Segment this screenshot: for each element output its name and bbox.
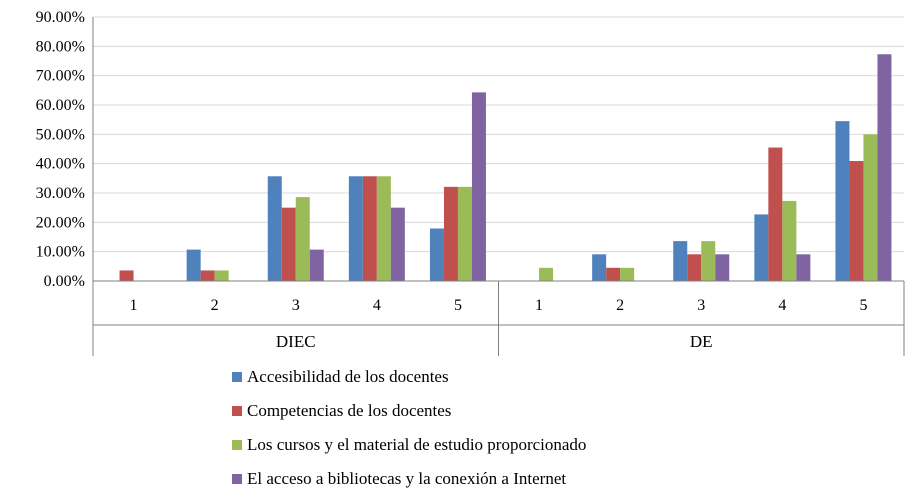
legend-swatch [232, 474, 242, 484]
bar [471, 92, 486, 282]
legend: Accesibilidad de los docentes Competencia… [232, 367, 586, 488]
bar [606, 267, 621, 281]
bar [362, 176, 377, 281]
bar [539, 267, 554, 281]
group-label: DIEC [276, 332, 316, 351]
category-label: 4 [373, 297, 381, 314]
category-label: 5 [859, 297, 867, 314]
category-label: 5 [454, 297, 462, 314]
bar [782, 200, 797, 281]
bars [119, 54, 892, 282]
legend-swatch [232, 440, 242, 450]
bar [295, 197, 310, 281]
bar [673, 241, 688, 281]
bar [281, 207, 296, 281]
gridlines [93, 16, 904, 282]
y-tick-label: 60.00% [36, 97, 85, 114]
bar [348, 176, 363, 281]
bar [715, 254, 730, 281]
legend-swatch [232, 372, 242, 382]
legend-label: Los cursos y el material de estudio prop… [247, 435, 586, 454]
bar [200, 270, 215, 281]
category-label: 1 [535, 297, 543, 314]
group-label: DE [690, 332, 713, 351]
bar [457, 186, 472, 281]
bar [267, 176, 282, 281]
bar [849, 161, 864, 281]
bar [592, 254, 607, 281]
category-label: 4 [778, 297, 786, 314]
y-tick-label: 50.00% [36, 126, 85, 143]
legend-swatch [232, 406, 242, 416]
bar [754, 214, 769, 281]
y-tick-label: 0.00% [44, 273, 85, 290]
y-tick-label: 30.00% [36, 185, 85, 202]
category-label: 2 [616, 297, 624, 314]
y-tick-label: 80.00% [36, 38, 85, 55]
bar [376, 176, 391, 281]
legend-label: Accesibilidad de los docentes [247, 367, 449, 386]
category-label: 1 [130, 297, 138, 314]
bar [390, 207, 405, 281]
bar [796, 254, 811, 281]
bar [620, 267, 635, 281]
bar [877, 54, 892, 282]
category-label: 3 [697, 297, 705, 314]
bar [309, 249, 324, 281]
category-label: 2 [211, 297, 219, 314]
y-tick-label: 90.00% [36, 9, 85, 26]
y-axis-ticks: 0.00% 10.00% 20.00% 30.00% 40.00% 50.00% 60.00… [36, 9, 85, 290]
legend-label: Competencias de los docentes [247, 401, 451, 420]
y-tick-label: 40.00% [36, 156, 85, 173]
bar [429, 228, 444, 281]
legend-label: El acceso a bibliotecas y la conexión a … [247, 469, 566, 488]
bar [186, 249, 201, 281]
bar [119, 270, 134, 281]
bar [768, 147, 783, 281]
bar [443, 186, 458, 281]
y-tick-label: 70.00% [36, 68, 85, 85]
bar [687, 254, 702, 281]
bar [214, 270, 229, 281]
bar [835, 121, 850, 281]
bar [701, 241, 716, 281]
bar [863, 134, 878, 281]
y-tick-label: 20.00% [36, 214, 85, 231]
category-label: 3 [292, 297, 300, 314]
y-tick-label: 10.00% [36, 244, 85, 261]
x-axis: 1 2 3 4 5 DIEC 1 2 3 4 5 DE [92, 17, 905, 356]
